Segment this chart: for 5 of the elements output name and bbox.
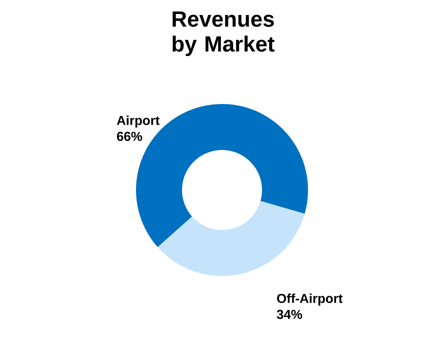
chart-title: Revenues by Market: [172, 12, 274, 56]
data-label: 66%: [116, 132, 142, 141]
slice-label: Airport: [116, 116, 160, 128]
slice-label: Off-Airport: [277, 294, 343, 306]
data-label: 34%: [276, 310, 302, 319]
